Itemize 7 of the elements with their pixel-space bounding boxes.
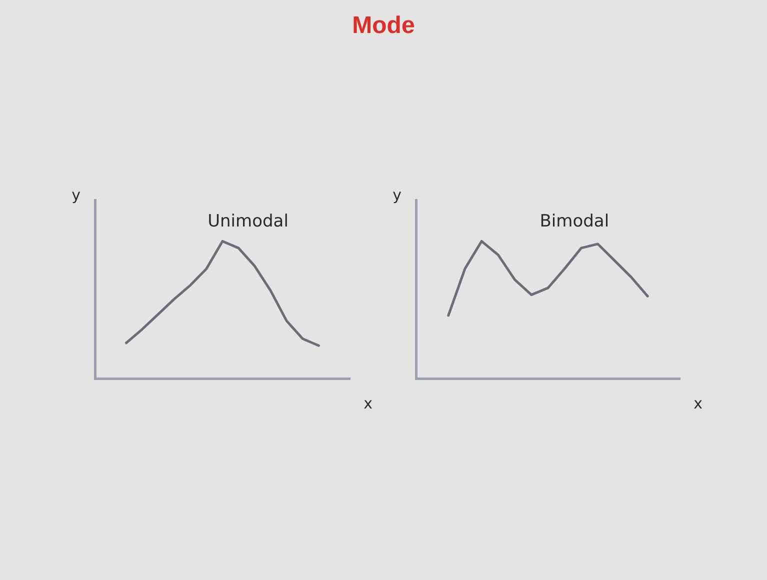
chart-title: Bimodal bbox=[540, 211, 610, 232]
y-axis-title: y bbox=[392, 186, 402, 204]
x-axis-title: x bbox=[694, 394, 703, 412]
text: Mode bbox=[351, 12, 416, 40]
y-axis-title: y bbox=[72, 186, 81, 204]
chart-title: Unimodal bbox=[208, 211, 288, 232]
x-axis-title: x bbox=[364, 394, 373, 412]
